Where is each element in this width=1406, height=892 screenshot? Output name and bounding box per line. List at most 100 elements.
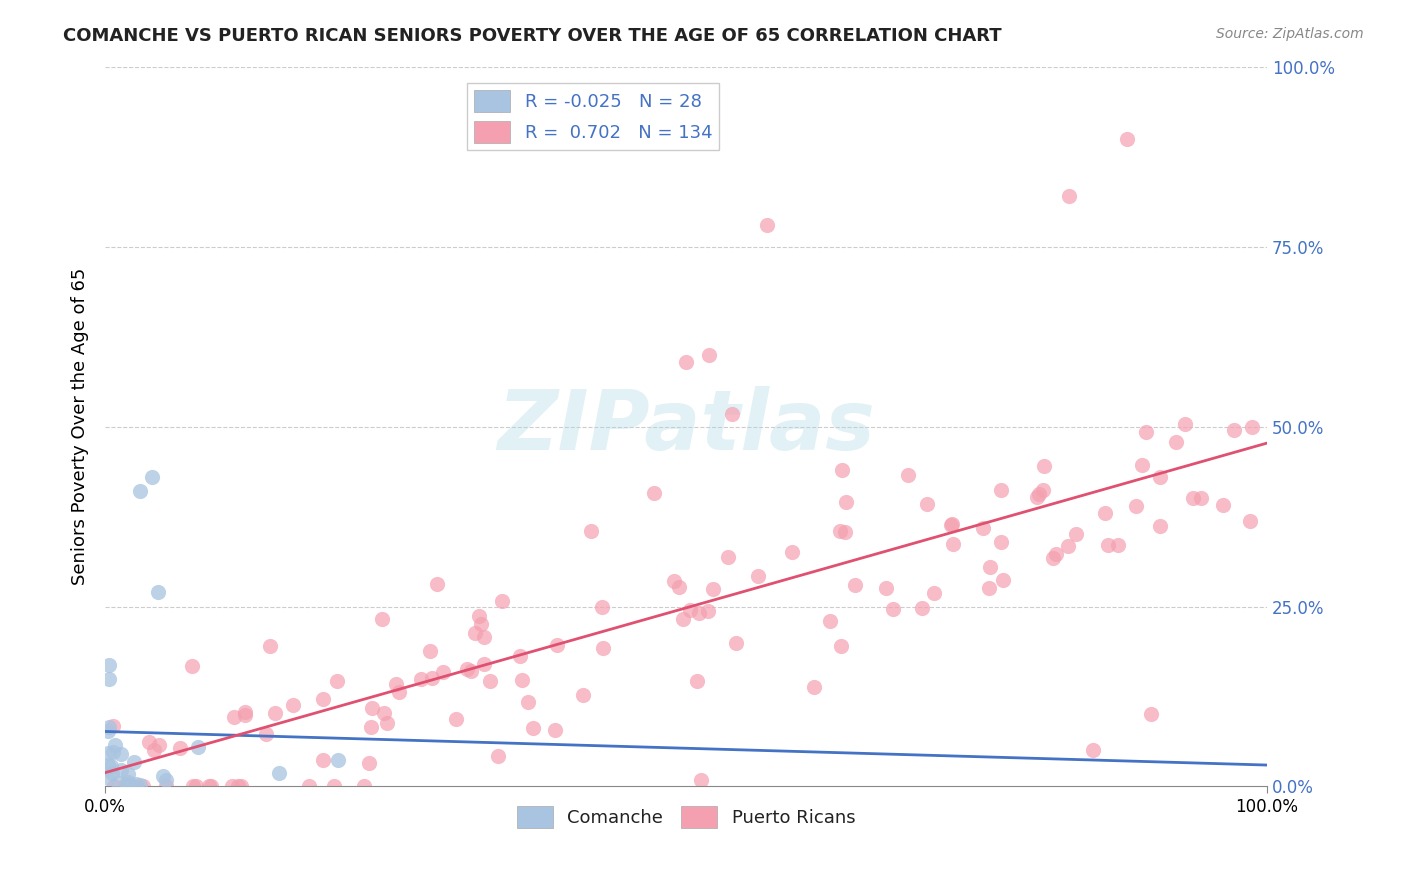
Point bbox=[571, 688, 593, 702]
Point bbox=[941, 517, 963, 532]
Point bbox=[672, 612, 695, 626]
Point bbox=[184, 780, 207, 794]
Point bbox=[155, 772, 177, 787]
Point bbox=[322, 780, 344, 794]
Point bbox=[470, 617, 492, 632]
Point bbox=[114, 777, 136, 791]
Point bbox=[835, 495, 858, 509]
Point bbox=[373, 706, 395, 720]
Point bbox=[122, 755, 145, 769]
Point bbox=[148, 738, 170, 752]
Point bbox=[115, 778, 138, 792]
Point bbox=[941, 517, 963, 532]
Point bbox=[359, 756, 381, 770]
Point bbox=[721, 407, 744, 421]
Point bbox=[717, 549, 740, 564]
Point bbox=[141, 470, 163, 484]
Point bbox=[129, 778, 152, 792]
Point bbox=[1174, 417, 1197, 431]
Point bbox=[96, 746, 118, 760]
Point bbox=[146, 585, 169, 599]
Point bbox=[756, 218, 779, 232]
Point bbox=[226, 780, 249, 794]
Point bbox=[361, 700, 384, 714]
Y-axis label: Seniors Poverty Over the Age of 65: Seniors Poverty Over the Age of 65 bbox=[72, 268, 89, 585]
Point bbox=[142, 743, 165, 757]
Point bbox=[103, 746, 125, 760]
Point bbox=[259, 639, 281, 653]
Point bbox=[353, 780, 375, 794]
Point bbox=[472, 657, 495, 671]
Point bbox=[384, 677, 406, 691]
Point bbox=[991, 573, 1014, 587]
Point bbox=[97, 724, 120, 739]
Point bbox=[831, 462, 853, 476]
Point bbox=[326, 673, 349, 688]
Point bbox=[101, 719, 124, 733]
Point bbox=[844, 578, 866, 592]
Point bbox=[697, 604, 720, 618]
Point bbox=[1125, 499, 1147, 513]
Point bbox=[915, 497, 938, 511]
Point bbox=[221, 780, 243, 794]
Point bbox=[1189, 491, 1212, 505]
Point bbox=[1135, 425, 1157, 440]
Point bbox=[107, 776, 129, 790]
Point bbox=[200, 780, 222, 794]
Point bbox=[591, 599, 613, 614]
Point bbox=[371, 611, 394, 625]
Point bbox=[1045, 548, 1067, 562]
Point bbox=[1026, 490, 1049, 504]
Point bbox=[169, 740, 191, 755]
Point bbox=[125, 780, 148, 794]
Text: COMANCHE VS PUERTO RICAN SENIORS POVERTY OVER THE AGE OF 65 CORRELATION CHART: COMANCHE VS PUERTO RICAN SENIORS POVERTY… bbox=[63, 27, 1002, 45]
Point bbox=[432, 665, 454, 680]
Point bbox=[464, 626, 486, 640]
Point bbox=[697, 347, 720, 361]
Point bbox=[897, 468, 920, 483]
Point bbox=[1139, 707, 1161, 722]
Point bbox=[110, 763, 132, 777]
Point bbox=[972, 521, 994, 535]
Point bbox=[1042, 550, 1064, 565]
Point bbox=[460, 665, 482, 679]
Point bbox=[456, 662, 478, 676]
Point bbox=[643, 486, 665, 500]
Point bbox=[911, 600, 934, 615]
Point bbox=[472, 630, 495, 644]
Point bbox=[491, 593, 513, 607]
Text: Source: ZipAtlas.com: Source: ZipAtlas.com bbox=[1216, 27, 1364, 41]
Point bbox=[664, 574, 686, 588]
Point bbox=[117, 767, 139, 781]
Point bbox=[235, 705, 257, 719]
Point bbox=[979, 582, 1001, 596]
Point bbox=[522, 721, 544, 735]
Point bbox=[830, 639, 852, 653]
Point bbox=[254, 727, 277, 741]
Point bbox=[104, 738, 127, 752]
Point bbox=[444, 713, 467, 727]
Point bbox=[688, 606, 710, 620]
Point bbox=[181, 780, 204, 794]
Point bbox=[375, 715, 398, 730]
Point bbox=[138, 735, 160, 749]
Point bbox=[229, 779, 252, 793]
Text: ZIPatlas: ZIPatlas bbox=[498, 386, 875, 467]
Point bbox=[152, 769, 174, 783]
Point bbox=[1149, 518, 1171, 533]
Point bbox=[326, 753, 349, 767]
Point bbox=[1057, 539, 1080, 553]
Point bbox=[96, 772, 118, 786]
Point bbox=[125, 777, 148, 791]
Point bbox=[803, 680, 825, 694]
Point bbox=[979, 560, 1001, 574]
Point bbox=[1149, 470, 1171, 484]
Point bbox=[1032, 483, 1054, 498]
Point bbox=[1107, 538, 1129, 552]
Point bbox=[882, 601, 904, 615]
Point bbox=[155, 780, 177, 794]
Point bbox=[1182, 491, 1205, 506]
Point bbox=[187, 740, 209, 755]
Point bbox=[419, 644, 441, 658]
Point bbox=[675, 355, 697, 369]
